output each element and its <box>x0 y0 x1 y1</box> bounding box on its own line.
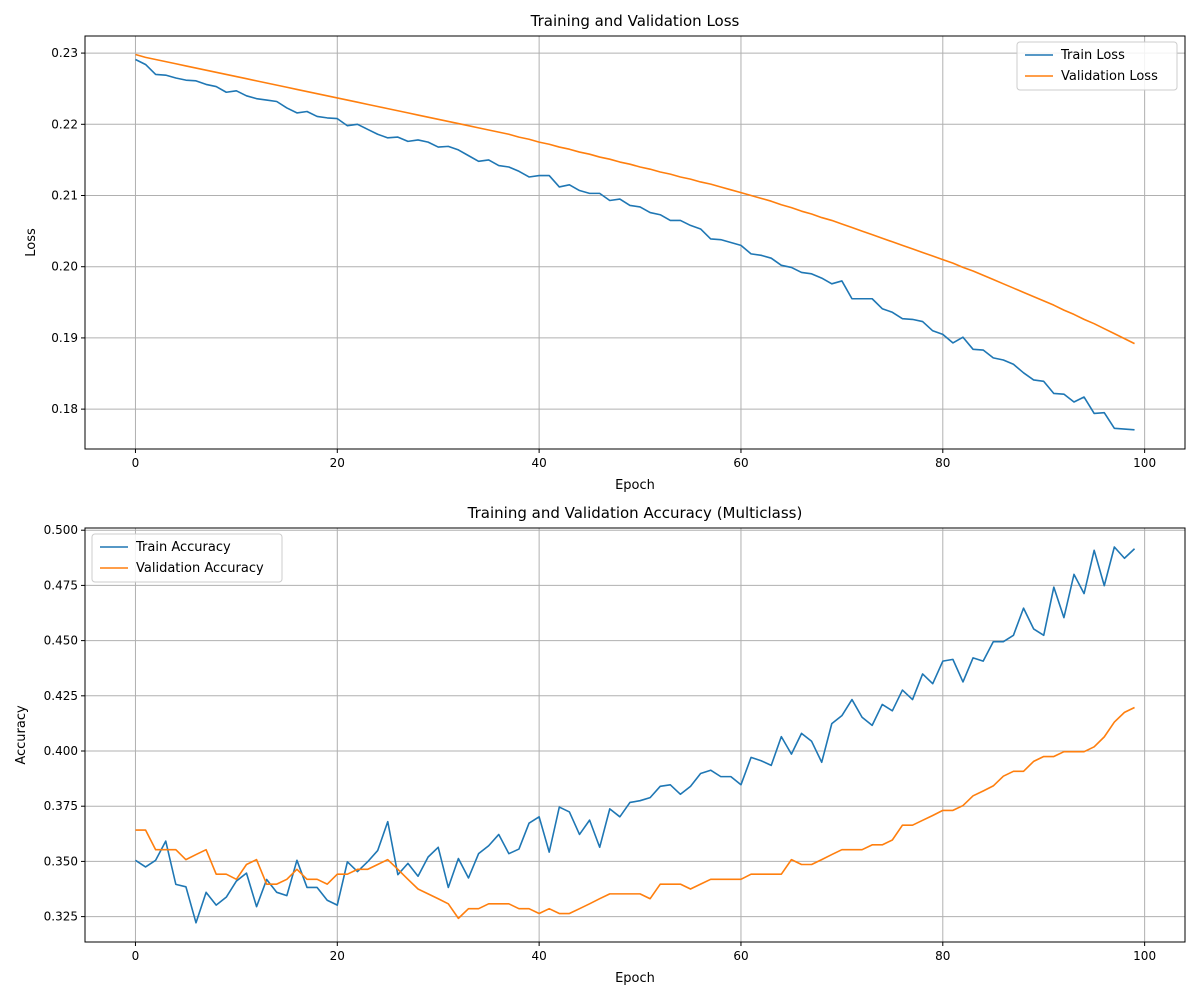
legend: Train Loss Validation Loss <box>1016 41 1178 91</box>
legend-box <box>91 533 283 583</box>
legend: Train Accuracy Validation Accuracy <box>91 533 283 583</box>
y-axis-label: Loss <box>24 228 39 257</box>
chart-title: Training and Validation Accuracy (Multic… <box>467 504 803 522</box>
y-tick-label: 0.400 <box>44 744 78 758</box>
series-line-validation-accuracy <box>135 706 1135 920</box>
x-axis-label: Epoch <box>615 478 655 493</box>
loss-chart: 0 20 40 60 80 100 0.18 0.19 0.20 0.21 0.22 0.23 Trai… <box>24 12 1186 493</box>
x-tick-label: 60 <box>733 949 748 963</box>
plot-frame <box>84 527 1186 943</box>
legend-box <box>1016 41 1178 91</box>
y-tick-label: 0.21 <box>51 189 78 203</box>
y-tick-label: 0.450 <box>44 634 78 648</box>
x-tick-label: 80 <box>935 456 950 470</box>
legend-label: Train Loss <box>1060 48 1125 63</box>
x-tick-label: 20 <box>330 456 345 470</box>
x-tick-label: 20 <box>330 949 345 963</box>
y-tick-label: 0.18 <box>51 402 78 416</box>
y-tick-label: 0.350 <box>44 854 78 868</box>
x-tick-label: 40 <box>531 949 546 963</box>
plot-frame <box>84 35 1186 450</box>
x-tick-label: 100 <box>1133 949 1156 963</box>
legend-label: Train Accuracy <box>135 540 231 555</box>
series-line-train-accuracy <box>135 546 1136 924</box>
x-tick-label: 100 <box>1133 456 1156 470</box>
series-line-train-loss <box>135 58 1135 431</box>
x-tick-label: 60 <box>733 456 748 470</box>
chart-title: Training and Validation Loss <box>530 12 740 30</box>
accuracy-chart: 0 20 40 60 80 100 0.325 0.350 0.375 0.400 0.425 0.4… <box>14 504 1186 986</box>
x-tick-label: 80 <box>935 949 950 963</box>
x-tick-label: 40 <box>531 456 546 470</box>
x-tick-label: 0 <box>132 949 140 963</box>
x-axis-label: Epoch <box>615 971 655 986</box>
y-tick-label: 0.23 <box>51 46 78 60</box>
x-tick-label: 0 <box>132 456 140 470</box>
y-tick-label: 0.425 <box>44 689 78 703</box>
y-tick-label: 0.500 <box>44 523 78 537</box>
y-tick-label: 0.475 <box>44 578 78 592</box>
y-tick-label: 0.19 <box>51 331 78 345</box>
y-axis-label: Accuracy <box>14 705 29 765</box>
y-tick-label: 0.22 <box>51 117 78 131</box>
y-tick-label: 0.325 <box>44 910 78 924</box>
series-line-validation-loss <box>135 53 1135 345</box>
legend-label: Validation Accuracy <box>136 561 264 576</box>
y-tick-label: 0.375 <box>44 799 78 813</box>
legend-label: Validation Loss <box>1061 69 1158 84</box>
y-tick-label: 0.20 <box>51 260 78 274</box>
